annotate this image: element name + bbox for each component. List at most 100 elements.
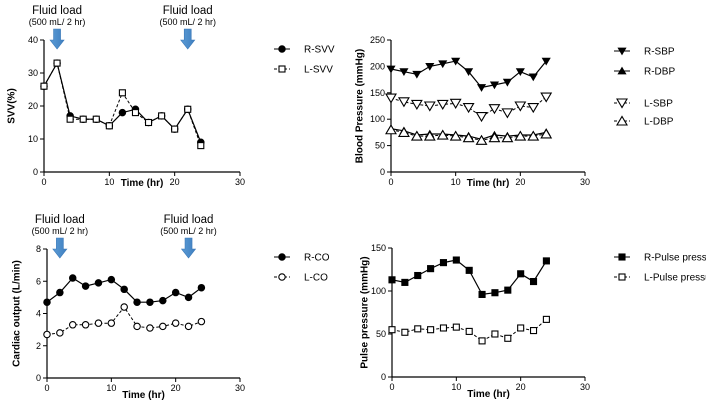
data-point	[94, 279, 103, 287]
y-tick-label: 0	[381, 372, 386, 382]
down-arrow-icon	[180, 28, 196, 50]
data-point	[464, 68, 474, 77]
data-point	[436, 99, 449, 111]
annotation-detail: (500 mL/ 2 hr)	[29, 17, 86, 27]
data-point	[171, 319, 180, 327]
legend-entry: L-SVV	[274, 65, 333, 76]
data-point	[43, 330, 51, 339]
x-tick-label: 0	[388, 177, 393, 187]
y-axis-label: SVV(%)	[7, 88, 18, 124]
data-point	[184, 322, 193, 331]
data-point	[452, 323, 460, 331]
fluid-load-annotation: Fluid load(500 mL/ 2 hr)	[159, 5, 216, 50]
series-l-sbp	[385, 92, 553, 123]
data-point	[197, 142, 205, 150]
data-point	[81, 321, 90, 329]
legend-label: L-CO	[304, 273, 328, 284]
y-tick-label: 50	[376, 329, 386, 339]
x-tick-label: 30	[235, 383, 245, 393]
legend-entry: L-Pulse pressure	[614, 273, 706, 284]
legend-entry: R-CO	[274, 253, 330, 264]
data-point	[514, 130, 527, 141]
data-point	[410, 130, 423, 141]
chart-co: 0 2 4 6 8 0 10 20 30 Time (hr) Cardiac output (L/m…	[12, 214, 330, 401]
data-point	[423, 101, 436, 112]
data-point	[541, 57, 551, 66]
data-point	[436, 129, 449, 140]
legend-marker	[278, 65, 286, 73]
data-point	[146, 324, 154, 332]
fluid-load-annotation: Fluid load(500 mL/ 2 hr)	[32, 214, 88, 259]
annotation-detail: (500 mL/ 2 hr)	[160, 226, 217, 236]
data-point	[439, 259, 448, 267]
series-l-dbp	[385, 124, 553, 145]
data-point	[118, 89, 126, 97]
y-tick-label: 150	[371, 243, 386, 253]
data-point	[399, 68, 409, 77]
data-point	[517, 324, 525, 332]
series-r-pulse-pressure	[388, 256, 550, 298]
series-l-pulse-pressure	[388, 315, 550, 345]
series-l-co	[43, 303, 206, 339]
legend-marker	[616, 98, 628, 109]
data-point	[197, 283, 206, 292]
data-point	[159, 322, 167, 331]
data-point	[412, 70, 422, 79]
fluid-load-annotation: Fluid load(500 mL/ 2 hr)	[160, 214, 217, 259]
data-point	[491, 289, 499, 297]
y-tick-label: 2	[36, 341, 41, 351]
annotation-detail: (500 mL/ 2 hr)	[159, 17, 216, 27]
data-point	[410, 99, 423, 111]
y-tick-label: 30	[28, 68, 38, 78]
legend-entry: R-Pulse pressure	[614, 253, 706, 264]
data-point	[105, 122, 113, 130]
data-point	[184, 293, 193, 302]
series-r-svv	[40, 59, 205, 147]
legend-entry: R-SVV	[274, 45, 335, 56]
data-point	[449, 98, 462, 109]
data-point	[146, 298, 154, 306]
x-tick-label: 10	[104, 177, 114, 187]
legend-marker	[618, 253, 626, 261]
chart-bp: 0 50 100 150 200 250 0 10 20 30 Time (hr) Blood Pre…	[355, 35, 676, 189]
data-point	[388, 326, 396, 334]
annotation-title: Fluid load	[164, 214, 214, 226]
data-point	[465, 327, 473, 335]
data-point	[502, 78, 512, 87]
legend-label: R-DBP	[644, 67, 675, 78]
y-tick-label: 100	[370, 114, 385, 124]
series-l-svv	[40, 59, 205, 150]
data-point	[120, 303, 128, 311]
y-tick-label: 0	[380, 167, 385, 177]
data-point	[423, 130, 436, 141]
data-point	[66, 115, 74, 123]
data-point	[397, 97, 410, 108]
data-point	[159, 296, 167, 305]
x-axis-label: Time (hr)	[122, 390, 165, 401]
data-point	[488, 132, 501, 143]
x-tick-label: 0	[41, 177, 46, 187]
legend-label: L-SBP	[644, 99, 673, 110]
y-tick-label: 8	[36, 244, 41, 254]
chart-pp: 0 50 100 150 0 10 20 30 Time (hr) Pulse pressure …	[360, 243, 706, 400]
data-point	[197, 317, 206, 326]
x-tick-label: 0	[389, 382, 394, 392]
x-tick-label: 30	[580, 382, 590, 392]
x-tick-label: 10	[451, 382, 461, 392]
data-point	[118, 108, 127, 117]
data-point	[489, 81, 500, 90]
data-point	[171, 125, 179, 133]
data-point	[68, 321, 77, 329]
y-tick-label: 10	[28, 134, 38, 144]
data-point	[528, 73, 538, 82]
x-tick-label: 20	[516, 382, 526, 392]
annotation-title: Fluid load	[32, 5, 82, 17]
legend-label: R-Pulse pressure	[644, 253, 706, 264]
x-axis-label: Time (hr)	[467, 389, 510, 400]
data-point	[158, 112, 166, 120]
data-point	[131, 109, 140, 117]
x-tick-label: 30	[235, 177, 245, 187]
down-arrow-icon	[52, 237, 68, 259]
legend-label: L-Pulse pressure	[644, 273, 706, 284]
legend-label: L-DBP	[644, 117, 674, 128]
